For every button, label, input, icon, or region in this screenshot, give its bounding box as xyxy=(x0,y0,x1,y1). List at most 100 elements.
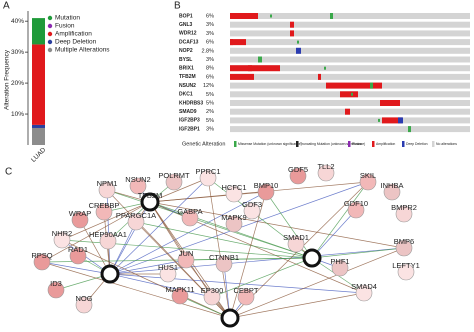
alteration xyxy=(382,117,402,124)
node-label: TFB2M xyxy=(138,191,163,200)
node-label: SMAD4 xyxy=(351,282,377,291)
alteration xyxy=(351,92,353,96)
hub-node xyxy=(140,192,160,212)
node xyxy=(69,247,87,265)
edge xyxy=(41,201,151,263)
node xyxy=(199,169,217,187)
legend-label: Fusion xyxy=(352,142,362,146)
legend-marker xyxy=(47,39,53,45)
percent-label: 3% xyxy=(206,22,214,28)
edge xyxy=(109,177,209,275)
node xyxy=(159,265,177,283)
percent-label: 5% xyxy=(206,118,214,124)
node-label: ID3 xyxy=(50,279,62,288)
edge xyxy=(229,247,405,319)
node-label: PHF1 xyxy=(330,257,349,266)
gene-label: NOP2 xyxy=(179,48,193,54)
node-label: GDF10 xyxy=(344,199,368,208)
edge xyxy=(211,257,313,298)
gene-label: WDR12 xyxy=(179,31,197,37)
node xyxy=(383,183,401,201)
alteration xyxy=(326,82,382,89)
edge xyxy=(311,181,369,259)
edge xyxy=(41,261,111,275)
gene-label: DCAF13 xyxy=(179,39,199,45)
node-label: SKIL xyxy=(360,171,376,180)
node xyxy=(225,185,243,203)
alteration xyxy=(296,47,301,54)
legend-marker xyxy=(47,23,53,29)
node xyxy=(33,253,51,271)
node xyxy=(129,177,147,195)
node-label: GDF3 xyxy=(242,200,262,209)
node-label: SMAD1 xyxy=(283,233,309,242)
alteration xyxy=(297,40,299,44)
percent-label: 8% xyxy=(206,66,214,72)
alteration xyxy=(230,39,233,46)
edge xyxy=(109,221,137,275)
alteration xyxy=(324,66,326,70)
panel-label: B xyxy=(174,1,181,12)
node xyxy=(395,205,413,223)
track xyxy=(230,100,470,106)
edge xyxy=(41,261,231,319)
track xyxy=(230,39,470,46)
node xyxy=(347,201,365,219)
alteration xyxy=(378,118,380,122)
legend-label: Fusion xyxy=(55,23,75,30)
node-label: GDF5 xyxy=(288,165,308,174)
track xyxy=(230,47,470,54)
edge xyxy=(311,209,357,259)
legend-swatch xyxy=(432,141,435,147)
node xyxy=(98,181,116,199)
node-label: CEBPT xyxy=(233,286,258,295)
node xyxy=(71,211,89,229)
alteration xyxy=(258,56,262,63)
legend-label: Amplification xyxy=(376,142,395,146)
edge xyxy=(41,257,313,263)
track xyxy=(230,13,470,19)
alteration xyxy=(398,117,403,124)
bar-segment xyxy=(32,124,45,128)
percent-label: 12% xyxy=(203,83,214,89)
node-label: GABPA xyxy=(177,207,202,216)
node xyxy=(47,281,65,299)
alteration xyxy=(230,13,258,19)
alteration xyxy=(270,14,272,18)
track xyxy=(230,65,470,72)
edge xyxy=(207,177,231,319)
legend-swatch xyxy=(234,141,237,147)
percent-label: 6% xyxy=(206,13,214,19)
legend-label: Mutation xyxy=(55,15,80,22)
node-label: BMP10 xyxy=(254,181,279,190)
gene-label: BYSL xyxy=(179,57,192,63)
edge xyxy=(109,273,213,298)
node xyxy=(75,296,93,314)
edge xyxy=(109,273,365,294)
legend-swatch xyxy=(372,141,375,147)
gene-label: IGF2BP1 xyxy=(179,126,200,132)
legend-label: Missense Mutation (unknown significance) xyxy=(238,142,302,146)
gene-label: SMAD9 xyxy=(179,109,197,115)
node-label: CREBBP xyxy=(89,201,120,210)
gene-label: BOP1 xyxy=(179,13,193,19)
gene-label: NSUN2 xyxy=(179,83,196,89)
bar-segment xyxy=(32,127,45,145)
node-label: LEFTY1 xyxy=(392,261,420,270)
edge xyxy=(135,221,313,259)
alteration xyxy=(330,13,333,19)
alteration xyxy=(290,30,294,37)
node-label: CTNNB1 xyxy=(209,253,239,262)
edge xyxy=(311,247,405,259)
node-label: TLL2 xyxy=(317,162,334,171)
percent-label: 3% xyxy=(206,127,214,133)
hub-node xyxy=(220,308,240,328)
node xyxy=(177,251,195,269)
gene-label: IGF2BP3 xyxy=(179,118,200,124)
gene-label: BRIX1 xyxy=(179,66,194,72)
percent-label: 3% xyxy=(206,57,214,63)
node-label: NHR2 xyxy=(52,229,72,238)
percent-label: 2% xyxy=(206,109,214,115)
gene-label: TFB2M xyxy=(179,74,196,80)
